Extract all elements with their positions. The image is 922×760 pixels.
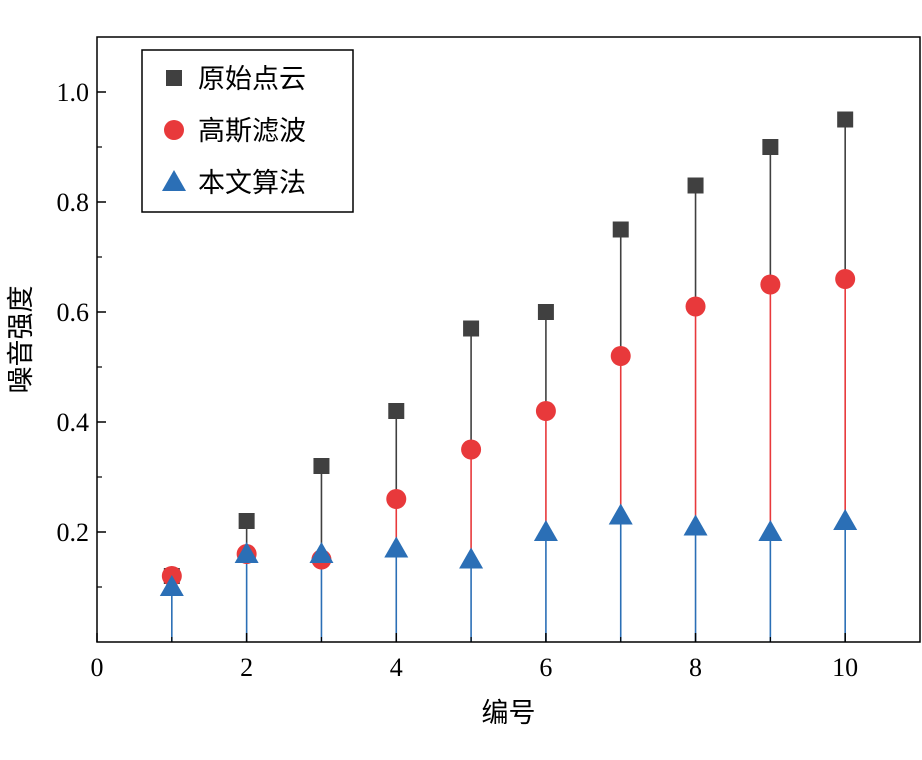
x-axis-title: 编号 <box>482 698 536 729</box>
series-triangle <box>159 503 858 596</box>
axis-tick-labels: 0 2 4 6 8 10 0.2 0.4 0.6 0.8 1.0 <box>57 78 859 682</box>
x-tick-label: 4 <box>390 653 403 682</box>
axis-ticks <box>96 91 846 642</box>
point-circle <box>835 269 856 289</box>
x-tick-label: 8 <box>689 653 702 682</box>
point-circle <box>760 274 781 295</box>
point-square <box>537 304 554 320</box>
legend-label: 高斯滤波 <box>198 116 306 147</box>
point-triangle <box>758 520 783 541</box>
x-tick-label: 2 <box>240 653 253 682</box>
point-square <box>762 139 779 155</box>
y-axis-title: 噪音强度 <box>6 286 37 394</box>
y-tick-label: 0.6 <box>57 298 90 327</box>
point-triangle <box>833 509 858 530</box>
y-tick-label: 0.4 <box>57 408 90 437</box>
point-square <box>612 221 629 238</box>
point-square <box>313 458 330 474</box>
legend-label: 本文算法 <box>198 168 306 199</box>
point-triangle <box>309 542 334 563</box>
point-square <box>687 177 704 194</box>
legend-marker-triangle <box>162 170 186 191</box>
point-circle <box>386 489 407 509</box>
stem-lines <box>171 119 846 642</box>
point-circle <box>610 346 631 366</box>
legend-entry: 高斯滤波 <box>164 116 306 147</box>
point-square <box>837 111 854 128</box>
point-square <box>238 513 255 529</box>
y-tick-label: 0.8 <box>57 188 90 217</box>
point-square <box>463 320 480 337</box>
point-triangle <box>234 542 259 563</box>
legend-label: 原始点云 <box>198 64 306 95</box>
point-triangle <box>608 503 633 525</box>
point-circle <box>461 439 482 460</box>
y-tick-label: 1.0 <box>57 78 90 107</box>
point-triangle <box>533 520 558 541</box>
data-markers <box>159 111 858 596</box>
legend-entry: 原始点云 <box>166 64 306 95</box>
point-triangle <box>384 536 409 558</box>
series-circle <box>161 269 856 586</box>
point-square <box>388 403 405 419</box>
point-circle <box>535 401 556 421</box>
legend-marker-square <box>166 70 182 86</box>
legend-marker-circle <box>164 120 184 140</box>
point-triangle <box>683 514 708 536</box>
plot-frame <box>96 36 921 643</box>
x-tick-label: 10 <box>832 653 858 682</box>
x-tick-label: 6 <box>539 653 552 682</box>
point-circle <box>685 296 706 317</box>
x-tick-label: 0 <box>91 653 104 682</box>
y-tick-label: 0.2 <box>57 518 90 547</box>
legend-entry: 本文算法 <box>162 168 306 199</box>
point-triangle <box>159 575 184 596</box>
point-triangle <box>459 547 484 569</box>
